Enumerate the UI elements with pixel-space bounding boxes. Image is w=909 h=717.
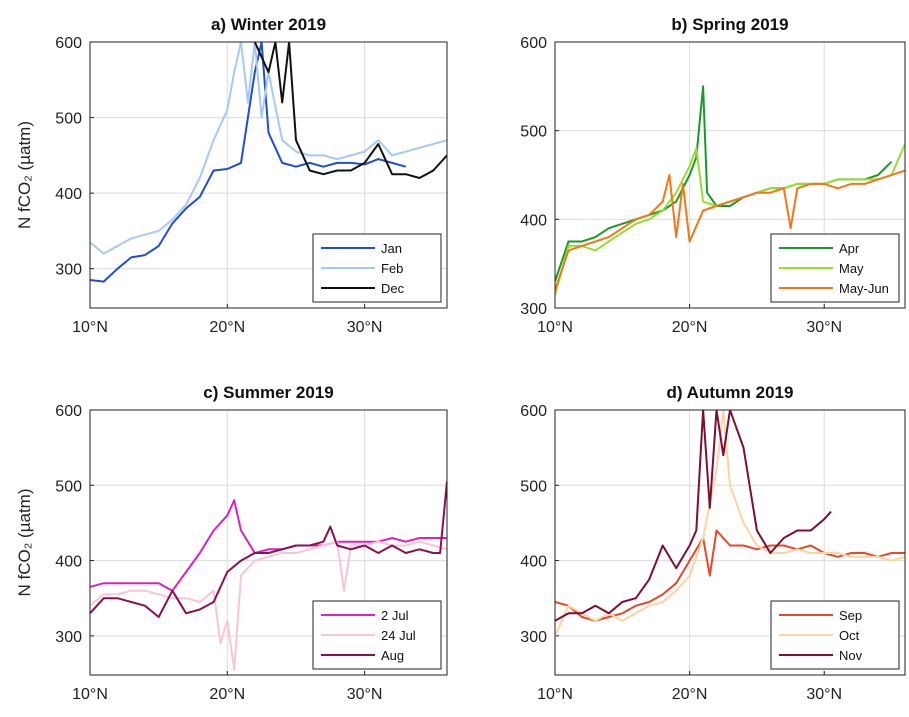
y-tick-label: 500 [520, 124, 547, 141]
x-tick-label: 20°N [672, 686, 708, 703]
axes-frame [554, 409, 906, 676]
legend-label: May-Jun [839, 281, 889, 296]
y-tick-label: 400 [55, 186, 82, 203]
x-tick-label: 30°N [347, 686, 383, 703]
data-line [555, 169, 905, 291]
y-tick-label: 600 [520, 35, 547, 52]
legend-label: Aug [381, 648, 404, 663]
chart-title: c) Summer 2019 [203, 383, 333, 402]
y-tick-label: 300 [55, 629, 82, 646]
x-tick-label: 20°N [209, 686, 245, 703]
y-tick-label: 600 [520, 403, 547, 420]
data-line [253, 42, 447, 179]
y-tick-label: 400 [520, 554, 547, 571]
x-tick-label: 30°N [806, 686, 842, 703]
legend: 2 Jul 24 Jul Aug [312, 600, 442, 670]
legend: Sep Oct Nov [770, 600, 900, 670]
legend: Apr May May-Jun [770, 233, 900, 303]
legend-label: Oct [839, 628, 860, 643]
legend-label: Feb [381, 261, 403, 276]
x-tick-label: 30°N [806, 319, 842, 336]
axes-frame [89, 409, 448, 676]
x-tick-label: 20°N [672, 319, 708, 336]
x-tick-label: 10°N [72, 319, 108, 336]
y-tick-label: 600 [55, 403, 82, 420]
series-group [90, 42, 447, 283]
panel: 10°N 20°N 30°N 300 400 500 600 c) Summer 2019 N … [15, 383, 448, 703]
axes-frame [89, 41, 448, 309]
chart-title: b) Spring 2019 [671, 15, 788, 34]
data-line [90, 42, 447, 255]
data-line [555, 410, 832, 622]
legend-label: Nov [839, 648, 863, 663]
legend-label: Dec [381, 281, 405, 296]
panel: 10°N 20°N 30°N 300 400 500 600 b) Spring 2019 Ap… [520, 15, 906, 336]
y-tick-label: 400 [520, 212, 547, 229]
panel: 10°N 20°N 30°N 300 400 500 600 d) Autumn 2019 Se… [520, 383, 906, 703]
data-line [90, 481, 447, 618]
data-line [90, 499, 447, 592]
y-tick-label: 500 [55, 111, 82, 128]
legend-label: May [839, 261, 864, 276]
legend: Jan Feb Dec [312, 233, 442, 303]
y-tick-label: 400 [55, 554, 82, 571]
x-tick-label: 10°N [537, 686, 573, 703]
data-line [555, 410, 905, 637]
x-tick-label: 30°N [347, 319, 383, 336]
series-group [555, 85, 905, 295]
axes-frame [554, 41, 906, 309]
x-tick-label: 10°N [537, 319, 573, 336]
y-tick-label: 300 [520, 301, 547, 318]
data-line [90, 540, 447, 671]
y-axis-label: N fCO₂ (µatm) [15, 488, 34, 596]
y-tick-label: 300 [520, 629, 547, 646]
data-line [90, 42, 407, 283]
y-tick-label: 300 [55, 262, 82, 279]
y-tick-label: 600 [55, 35, 82, 52]
legend-label: 2 Jul [381, 608, 409, 623]
x-tick-label: 10°N [72, 686, 108, 703]
series-group [90, 481, 447, 671]
y-tick-label: 500 [55, 478, 82, 495]
legend-label: Sep [839, 608, 862, 623]
y-tick-label: 500 [520, 478, 547, 495]
legend-label: Jan [381, 241, 402, 256]
y-axis-label: N fCO₂ (µatm) [15, 121, 34, 229]
legend-label: 24 Jul [381, 628, 416, 643]
legend-label: Apr [839, 241, 860, 256]
panel: 10°N 20°N 30°N 300 400 500 600 a) Winter 2019 N … [15, 15, 448, 336]
series-group [555, 410, 905, 637]
x-tick-label: 20°N [209, 319, 245, 336]
chart-title: d) Autumn 2019 [667, 383, 794, 402]
chart-title: a) Winter 2019 [211, 15, 326, 34]
